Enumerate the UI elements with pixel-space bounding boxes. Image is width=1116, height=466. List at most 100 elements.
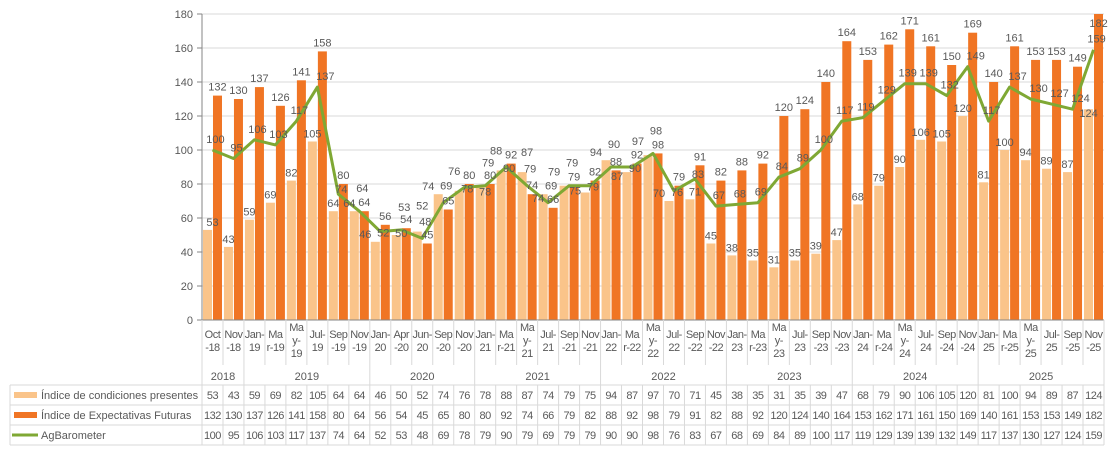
data-label-future: 126 xyxy=(271,92,289,104)
data-label-future: 80 xyxy=(337,170,349,182)
data-label-present: 94 xyxy=(590,147,602,159)
data-label-agbarometer: 69 xyxy=(755,187,767,199)
bar-future xyxy=(842,41,852,320)
category-label: Jan-24 xyxy=(853,329,873,354)
data-label-present: 69 xyxy=(264,190,276,202)
table-cell: 39 xyxy=(815,390,827,402)
table-cell: 76 xyxy=(668,430,680,442)
data-label-agbarometer: 68 xyxy=(734,188,746,200)
data-label-present: 94 xyxy=(1019,147,1031,159)
table-cell: 65 xyxy=(438,410,450,422)
bar-future xyxy=(800,109,810,320)
table-cell: 162 xyxy=(875,410,892,422)
category-label: Nov -22 xyxy=(707,329,726,354)
table-cell: 139 xyxy=(917,430,934,442)
data-label-agbarometer: 159 xyxy=(1087,34,1105,46)
table-cell: 35 xyxy=(794,390,806,402)
data-label-future: 150 xyxy=(942,51,960,63)
category-label: Ma y-25 xyxy=(1023,322,1039,360)
data-label-present: 47 xyxy=(831,227,843,239)
data-label-agbarometer: 69 xyxy=(440,181,452,193)
table-cell: 153 xyxy=(1022,410,1039,422)
data-label-future: 66 xyxy=(547,194,559,206)
bar-future xyxy=(506,163,516,320)
data-label-agbarometer: 117 xyxy=(291,105,309,117)
bar-future xyxy=(296,80,306,320)
bar-future xyxy=(380,224,390,320)
bar-future xyxy=(212,95,222,320)
category-label: Jul-23 xyxy=(792,329,809,354)
data-label-present: 71 xyxy=(689,186,701,198)
table-cell: 141 xyxy=(288,410,305,422)
data-label-present: 46 xyxy=(359,229,371,241)
bar-future xyxy=(233,99,243,320)
data-label-agbarometer: 127 xyxy=(1050,88,1068,100)
table-cell: 78 xyxy=(480,390,492,402)
data-label-agbarometer: 103 xyxy=(269,129,287,141)
year-label: 2025 xyxy=(1029,371,1053,383)
table-cell: 117 xyxy=(981,430,997,442)
bar-present xyxy=(853,204,863,320)
data-label-agbarometer: 84 xyxy=(776,161,788,173)
data-label-future: 98 xyxy=(652,139,664,151)
bar-present xyxy=(433,194,443,320)
bar-future xyxy=(1010,46,1020,321)
category-label: Nov -21 xyxy=(581,329,600,354)
table-cell: 79 xyxy=(878,390,890,402)
table-cell: 90 xyxy=(626,430,638,442)
data-label-agbarometer: 100 xyxy=(206,134,224,146)
table-cell: 79 xyxy=(563,390,575,402)
data-label-present: 89 xyxy=(1040,156,1052,168)
table-cell: 139 xyxy=(896,430,913,442)
bar-present xyxy=(307,141,317,320)
table-cell: 130 xyxy=(225,410,242,422)
table-cell: 103 xyxy=(267,430,284,442)
year-label: 2021 xyxy=(525,371,549,383)
data-label-present: 75 xyxy=(569,186,581,198)
table-cell: 88 xyxy=(501,390,513,402)
table-cell: 35 xyxy=(752,390,764,402)
bar-future xyxy=(863,59,873,321)
data-label-future: 141 xyxy=(292,66,310,78)
bar-future xyxy=(569,185,579,320)
data-label-agbarometer: 74 xyxy=(335,184,347,196)
table-cell: 92 xyxy=(501,410,513,422)
bar-present xyxy=(1084,109,1094,320)
table-cell: 161 xyxy=(1001,410,1018,422)
data-label-future: 124 xyxy=(796,95,814,107)
table-cell: 106 xyxy=(917,390,934,402)
table-cell: 149 xyxy=(959,430,976,442)
data-label-agbarometer: 79 xyxy=(482,158,494,170)
data-label-present: 105 xyxy=(303,129,321,141)
category-label: Nov -25 xyxy=(1084,329,1103,354)
data-label-agbarometer: 76 xyxy=(671,187,683,199)
category-label: Sep -23 xyxy=(812,329,830,354)
table-cell: 74 xyxy=(522,410,534,422)
data-label-agbarometer: 132 xyxy=(940,80,958,92)
table-cell: 82 xyxy=(584,410,596,422)
table-cell: 132 xyxy=(204,410,221,422)
bar-present xyxy=(349,211,359,320)
legend-swatch-present xyxy=(14,392,37,398)
table-cell: 82 xyxy=(291,390,303,402)
legend-swatch-future xyxy=(14,412,37,418)
table-cell: 149 xyxy=(1064,410,1081,422)
table-cell: 161 xyxy=(917,410,934,422)
year-label: 2023 xyxy=(777,371,801,383)
data-label-future: 153 xyxy=(1026,46,1044,58)
data-label-agbarometer: 119 xyxy=(857,102,875,114)
table-cell: 119 xyxy=(855,430,871,442)
table-cell: 54 xyxy=(396,410,408,422)
data-label-agbarometer: 90 xyxy=(608,139,620,151)
category-label: Sep -24 xyxy=(938,329,956,354)
bar-future xyxy=(758,163,768,320)
category-label: Nov -18 xyxy=(224,329,243,354)
data-label-present: 79 xyxy=(873,173,885,185)
table-cell: 90 xyxy=(501,430,513,442)
data-label-agbarometer: 149 xyxy=(966,51,984,63)
bar-present xyxy=(1042,168,1052,320)
category-label: Jan-20 xyxy=(371,329,391,354)
table-cell: 105 xyxy=(938,390,955,402)
data-label-future: 132 xyxy=(208,82,226,94)
